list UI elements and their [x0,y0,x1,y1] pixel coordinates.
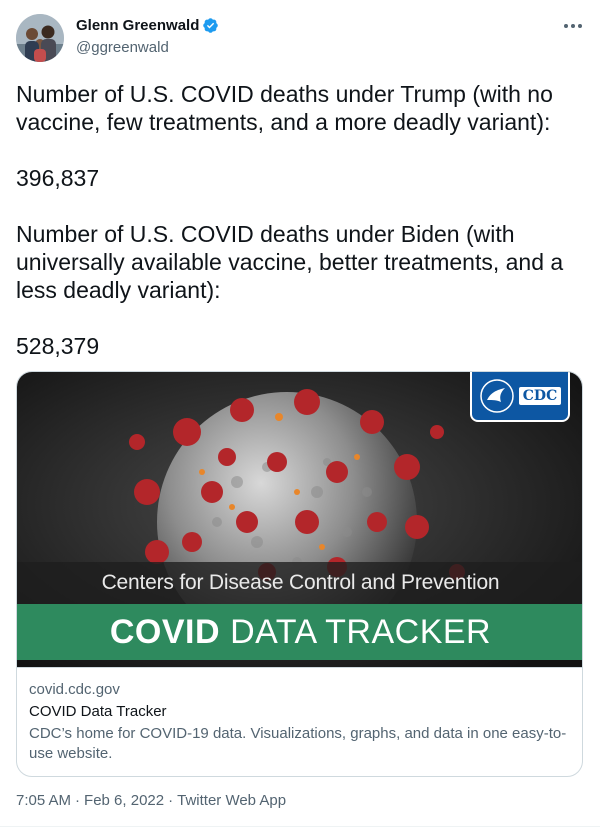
more-dot [578,24,582,28]
banner-subtitle: Centers for Disease Control and Preventi… [17,562,582,604]
cdc-logo: CDC [470,372,570,422]
author-handle[interactable]: @ggreenwald [76,39,169,56]
tweet-date[interactable]: Feb 6, 2022 [84,792,165,809]
banner-title-light: DATA TRACKER [230,612,492,651]
author-name-row[interactable]: Glenn Greenwald [76,17,219,34]
hhs-eagle-icon [480,379,514,413]
banner-title-bold: COVID [109,612,221,651]
cdc-logo-text: CDC [518,387,562,405]
tweet-source[interactable]: Twitter Web App [177,792,287,809]
footer-separator: · [168,792,174,809]
link-card-description: CDC’s home for COVID-19 data. Visualizat… [29,725,567,762]
verified-badge-icon [203,18,219,33]
link-card-domain: covid.cdc.gov [29,681,120,698]
tweet-text: Number of U.S. COVID deaths under Trump … [16,80,586,360]
more-options-button[interactable] [560,16,586,36]
banner-title: COVID DATA TRACKER [17,604,582,660]
link-card-title: COVID Data Tracker [29,703,167,720]
link-card-image[interactable]: CDC Centers for Disease Control and Prev… [17,372,582,667]
link-card-meta[interactable]: covid.cdc.gov COVID Data Tracker CDC’s h… [17,667,582,764]
tweet-paragraph: 396,837 [16,165,100,191]
more-dot [571,24,575,28]
author-display-name[interactable]: Glenn Greenwald [76,17,200,34]
tweet-paragraph: 528,379 [16,333,100,359]
more-horizontal-icon [564,24,568,28]
tweet-time[interactable]: 7:05 AM [16,792,72,809]
tweet-footer: 7:05 AM · Feb 6, 2022 · Twitter Web App [16,792,286,809]
avatar[interactable] [16,14,64,62]
link-card[interactable]: CDC Centers for Disease Control and Prev… [16,371,583,777]
footer-separator: · [75,792,81,809]
divider [0,826,600,827]
tweet-paragraph: Number of U.S. COVID deaths under Biden … [16,221,564,303]
tweet-paragraph: Number of U.S. COVID deaths under Trump … [16,81,553,135]
